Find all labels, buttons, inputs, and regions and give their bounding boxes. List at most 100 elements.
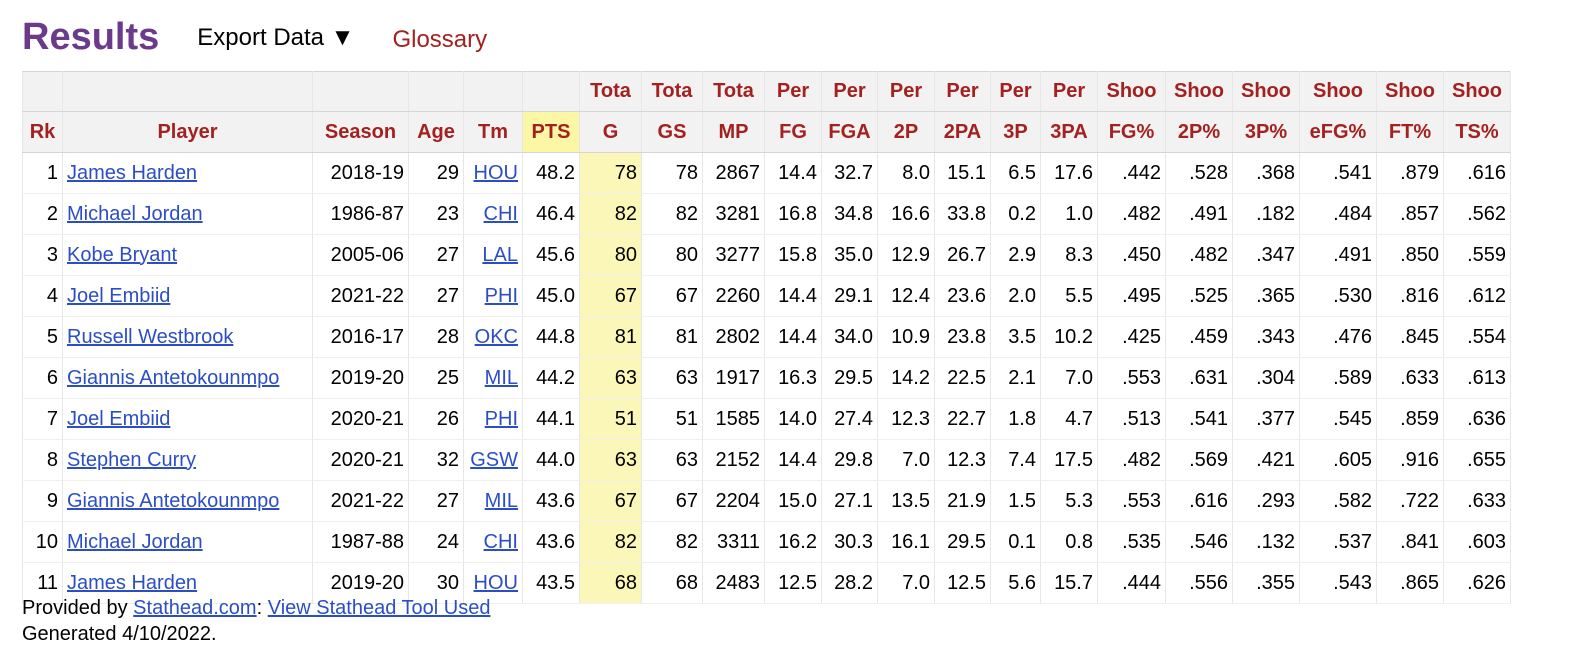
cell-2p: 12.4 <box>877 275 935 317</box>
team-link[interactable]: HOU <box>473 161 518 184</box>
column-header-team[interactable]: Tm <box>463 111 523 153</box>
team-link[interactable]: HOU <box>473 571 518 594</box>
over-header-team <box>463 71 523 112</box>
cell-2p: 13.5 <box>877 480 935 522</box>
team-link[interactable]: PHI <box>484 284 518 307</box>
cell-fg: 12.5 <box>764 562 822 604</box>
player-link[interactable]: Giannis Antetokounmpo <box>67 366 280 389</box>
column-header-3p[interactable]: 3P <box>990 111 1041 153</box>
column-header-fg[interactable]: FG <box>764 111 822 153</box>
cell-season: 2016-17 <box>312 316 409 358</box>
cell-team: MIL <box>463 357 523 399</box>
column-header-age[interactable]: Age <box>408 111 464 153</box>
cell-3p: 3.5 <box>990 316 1041 358</box>
player-link[interactable]: Giannis Antetokounmpo <box>67 489 280 512</box>
player-link[interactable]: Michael Jordan <box>67 202 203 225</box>
glossary-link[interactable]: Glossary <box>392 25 488 53</box>
cell-gs: 80 <box>641 234 703 276</box>
cell-fg-pct: .450 <box>1097 234 1166 276</box>
cell-g: 82 <box>579 193 642 235</box>
table-header: Tota Tota Tota Per Per Per Per Per Per Shoo Shoo Sh… <box>22 71 1511 153</box>
cell-ft-pct: .857 <box>1376 193 1444 235</box>
team-link[interactable]: LAL <box>482 243 518 266</box>
view-stathead-tool-link[interactable]: View Stathead Tool Used <box>267 597 491 619</box>
cell-3p: 2.0 <box>990 275 1041 317</box>
over-header-rk <box>22 71 63 112</box>
cell-g: 63 <box>579 357 642 399</box>
cell-pts: 45.0 <box>522 275 580 317</box>
team-link[interactable]: MIL <box>484 489 518 512</box>
cell-gs: 68 <box>641 562 703 604</box>
cell-2p: 16.6 <box>877 193 935 235</box>
player-link[interactable]: Stephen Curry <box>67 448 196 471</box>
column-header-pts[interactable]: PTS <box>522 111 580 153</box>
cell-ft-pct: .879 <box>1376 152 1444 194</box>
export-data-dropdown[interactable]: Export Data ▼ <box>197 24 355 51</box>
provided-by-text: Provided by <box>22 597 134 619</box>
cell-age: 28 <box>408 316 464 358</box>
cell-fg: 15.8 <box>764 234 822 276</box>
column-header-mp[interactable]: MP <box>702 111 765 153</box>
column-header-player[interactable]: Player <box>62 111 313 153</box>
cell-2p: 7.0 <box>877 562 935 604</box>
cell-pts: 43.6 <box>522 480 580 522</box>
cell-ts-pct: .559 <box>1443 234 1511 276</box>
column-header-fga[interactable]: FGA <box>821 111 878 153</box>
cell-gs: 81 <box>641 316 703 358</box>
cell-3p-pct: .347 <box>1232 234 1300 276</box>
player-link[interactable]: Russell Westbrook <box>67 325 234 348</box>
cell-season: 2020-21 <box>312 439 409 481</box>
cell-efg-pct: .605 <box>1299 439 1377 481</box>
cell-fga: 29.8 <box>821 439 878 481</box>
column-header-2p-pct[interactable]: 2P% <box>1165 111 1233 153</box>
cell-mp: 2802 <box>702 316 765 358</box>
cell-rk: 11 <box>22 562 63 604</box>
column-header-3pa[interactable]: 3PA <box>1040 111 1098 153</box>
over-header-ts-pct: Shoo <box>1443 71 1511 112</box>
team-link[interactable]: GSW <box>470 448 518 471</box>
team-link[interactable]: PHI <box>484 407 518 430</box>
cell-g: 78 <box>579 152 642 194</box>
column-header-rk[interactable]: Rk <box>22 111 63 153</box>
cell-rk: 3 <box>22 234 63 276</box>
cell-pts: 43.5 <box>522 562 580 604</box>
cell-gs: 82 <box>641 521 703 563</box>
column-header-3p-pct[interactable]: 3P% <box>1232 111 1300 153</box>
column-header-g[interactable]: G <box>579 111 642 153</box>
team-link[interactable]: CHI <box>483 202 518 225</box>
column-header-efg-pct[interactable]: eFG% <box>1299 111 1377 153</box>
cell-3pa: 8.3 <box>1040 234 1098 276</box>
cell-pts: 45.6 <box>522 234 580 276</box>
cell-ft-pct: .841 <box>1376 521 1444 563</box>
team-link[interactable]: MIL <box>484 366 518 389</box>
player-link[interactable]: James Harden <box>67 571 198 594</box>
cell-3p: 0.2 <box>990 193 1041 235</box>
column-header-gs[interactable]: GS <box>641 111 703 153</box>
cell-age: 23 <box>408 193 464 235</box>
player-link[interactable]: Joel Embiid <box>67 407 171 430</box>
player-link[interactable]: Joel Embiid <box>67 284 171 307</box>
cell-efg-pct: .530 <box>1299 275 1377 317</box>
team-link[interactable]: CHI <box>483 530 518 553</box>
column-header-2pa[interactable]: 2PA <box>934 111 991 153</box>
cell-rk: 1 <box>22 152 63 194</box>
column-header-season[interactable]: Season <box>312 111 409 153</box>
column-header-ts-pct[interactable]: TS% <box>1443 111 1511 153</box>
player-link[interactable]: James Harden <box>67 161 198 184</box>
cell-ts-pct: .562 <box>1443 193 1511 235</box>
cell-fga: 29.5 <box>821 357 878 399</box>
cell-season: 2019-20 <box>312 357 409 399</box>
over-header-age <box>408 71 464 112</box>
column-header-2p[interactable]: 2P <box>877 111 935 153</box>
player-link[interactable]: Michael Jordan <box>67 530 203 553</box>
cell-efg-pct: .543 <box>1299 562 1377 604</box>
column-header-ft-pct[interactable]: FT% <box>1376 111 1444 153</box>
player-link[interactable]: Kobe Bryant <box>67 243 178 266</box>
table-row: 11 James Harden 2019-20 30 HOU 43.5 68 68 2483 12… <box>22 562 1511 604</box>
cell-ts-pct: .636 <box>1443 398 1511 440</box>
column-header-fg-pct[interactable]: FG% <box>1097 111 1166 153</box>
results-header: Results Export Data ▼ Glossary <box>22 10 487 64</box>
stathead-link[interactable]: Stathead.com <box>133 597 257 619</box>
cell-team: HOU <box>463 152 523 194</box>
team-link[interactable]: OKC <box>474 325 518 348</box>
